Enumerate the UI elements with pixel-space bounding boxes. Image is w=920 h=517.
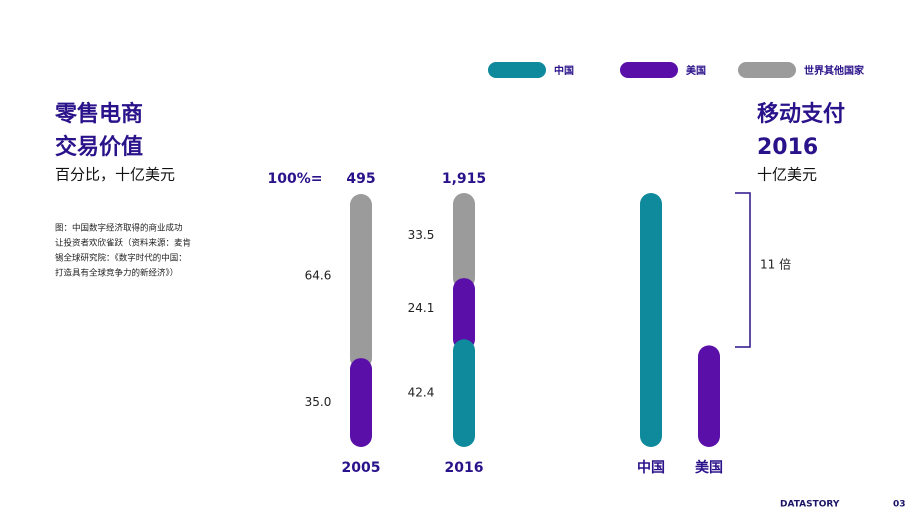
total-label: 495 [346, 171, 375, 187]
note: 图：中国数字经济取得的商业成功 [55, 223, 183, 234]
title: 交易价值 [55, 134, 143, 160]
value-label: 35.0 [305, 395, 332, 409]
bar-segment [453, 339, 475, 447]
bar-segment [453, 278, 475, 351]
subtitle: 百分比，十亿美元 [55, 166, 175, 184]
value-label: 42.4 [408, 386, 435, 400]
legend-label: 美国 [686, 64, 706, 77]
title: 2016 [757, 135, 818, 160]
title: 零售电商 [54, 101, 143, 127]
subtitle: 十亿美元 [757, 166, 817, 184]
value-label: 33.5 [408, 228, 435, 242]
bar-segment [350, 194, 372, 370]
note: 打造具有全球竞争力的新经济》） [55, 268, 178, 279]
total-prefix: 100%= [268, 171, 323, 187]
annotation: 11 倍 [760, 257, 791, 272]
x-tick-label: 2005 [342, 460, 381, 476]
x-tick-label: 中国 [637, 459, 665, 476]
value-label: 64.6 [305, 269, 332, 283]
bar-segment [453, 193, 475, 290]
page-number: 03 [893, 500, 906, 510]
value-label: 24.1 [408, 301, 435, 315]
legend-label: 世界其他国家 [804, 64, 865, 77]
x-tick-label: 美国 [695, 459, 723, 476]
legend-label: 中国 [554, 64, 574, 77]
legend-swatch [488, 62, 546, 78]
x-tick-label: 2016 [445, 460, 484, 476]
note: 让投资者欢欣雀跃（资料来源：麦肯 [55, 238, 191, 249]
total-label: 1,915 [442, 171, 486, 187]
legend-swatch [738, 62, 796, 78]
bar [698, 345, 720, 447]
note: 锡全球研究院：《数字时代的中国： [55, 253, 187, 264]
title: 移动支付 [757, 101, 845, 127]
bar [640, 193, 662, 447]
bar-segment [350, 358, 372, 447]
bracket [735, 192, 751, 348]
legend-swatch [620, 62, 678, 78]
footer-brand: DATASTORY [780, 500, 840, 510]
